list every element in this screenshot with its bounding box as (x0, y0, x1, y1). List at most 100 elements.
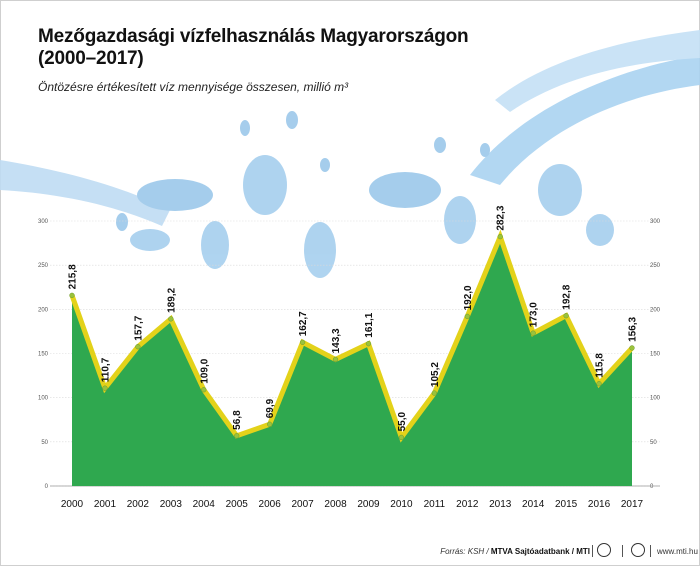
site-url: www.mti.hu (657, 547, 698, 556)
data-label: 189,2 (166, 287, 177, 312)
splash-drop (480, 143, 490, 157)
data-point (497, 233, 503, 240)
splash-blob (369, 172, 441, 208)
x-tick-label: 2001 (94, 499, 117, 510)
water-stream-right (470, 55, 700, 185)
divider (622, 545, 623, 557)
x-tick-label: 2003 (160, 499, 183, 510)
source-bold: MTVA Sajtóadatbank / MTI (490, 547, 590, 556)
splash-blob (137, 179, 213, 211)
y-tick-label-left: 0 (45, 484, 49, 490)
splash-blob (444, 196, 476, 244)
x-tick-label: 2016 (588, 499, 611, 510)
splash-blob (538, 164, 582, 216)
y-tick-label-right: 250 (650, 263, 661, 269)
data-label: 215,8 (68, 264, 79, 289)
y-tick-label-left: 250 (38, 263, 49, 269)
x-tick-label: 2010 (390, 499, 413, 510)
series-area (72, 236, 632, 486)
y-tick-label-left: 150 (38, 352, 49, 358)
marks (69, 233, 635, 441)
water-stream-top (495, 30, 700, 112)
divider (650, 545, 651, 557)
x-tick-label: 2005 (226, 499, 249, 510)
y-tick-label-right: 100 (650, 396, 661, 402)
y-tick-label-left: 50 (41, 440, 48, 446)
chart-subtitle: Öntözésre értékesített víz mennyisége ös… (38, 80, 349, 94)
x-tick-label: 2008 (324, 499, 347, 510)
data-label: 69,9 (265, 398, 276, 418)
x-tick-label: 2002 (127, 499, 150, 510)
x-tick-label: 2015 (555, 499, 578, 510)
splash-blob (304, 222, 336, 278)
data-label: 56,8 (232, 410, 243, 430)
y-tick-label-right: 50 (650, 440, 657, 446)
y-tick-label-right: 0 (650, 484, 654, 490)
splash-blob (243, 155, 287, 215)
splash-blob (586, 214, 614, 246)
data-point (234, 433, 240, 439)
data-point (629, 345, 635, 351)
source-text: Forrás: KSH / MTVA Sajtóadatbank / MTI (440, 547, 590, 556)
splash-drop (240, 120, 250, 136)
chart-title: Mezőgazdasági vízfelhasználás Magyarorsz… (38, 26, 469, 70)
data-label: 156,3 (628, 316, 639, 341)
data-point (530, 330, 536, 336)
source-prefix: Forrás: KSH / (440, 547, 491, 556)
water-splash-illustration (0, 30, 700, 278)
x-tick-label: 2011 (424, 499, 446, 510)
data-point (168, 316, 174, 322)
splash-drop (116, 213, 128, 231)
data-label: 192,0 (463, 285, 474, 310)
water-stream-left (0, 160, 170, 226)
data-label: 282,3 (496, 205, 507, 230)
splash-drop (286, 111, 298, 129)
x-tick-label: 2007 (291, 499, 314, 510)
chart-area: 0 0 50 50 100 100 150 150 200 200 250 250 300 300 200… (0, 30, 700, 510)
data-point (398, 434, 405, 441)
area-layer (69, 229, 634, 486)
data-label: 55,0 (397, 412, 408, 432)
mtva-logo-icon (597, 543, 611, 557)
y-tick-label-right: 200 (650, 307, 661, 313)
x-tick-label: 2012 (456, 499, 479, 510)
x-tick-label: 2006 (259, 499, 282, 510)
data-point (102, 385, 108, 391)
y-tick-label-left: 100 (38, 396, 49, 402)
data-label: 161,1 (364, 312, 375, 337)
labels: 2000 215,8 2001 110,7 2002 157,7 2003 189,2 2004… (61, 205, 644, 510)
y-tick-label-left: 300 (38, 219, 49, 225)
title-line-1: Mezőgazdasági vízfelhasználás Magyarorsz… (38, 26, 469, 47)
data-label: 192,8 (562, 284, 573, 309)
title-line-2: (2000–2017) (38, 48, 144, 69)
data-label: 110,7 (100, 357, 111, 382)
data-point (431, 390, 438, 396)
mti-logo-icon (631, 543, 645, 557)
data-label: 115,8 (595, 353, 606, 378)
y-tick-label-right: 150 (650, 352, 661, 358)
divider (592, 545, 593, 557)
splash-blob (130, 229, 170, 251)
data-point (135, 344, 141, 350)
data-point (464, 313, 470, 320)
footer: Forrás: KSH / MTVA Sajtóadatbank / MTI w… (0, 540, 700, 566)
x-tick-label: 2009 (357, 499, 380, 510)
splash-drop (434, 137, 446, 153)
x-tick-label: 2000 (61, 499, 84, 510)
splash-drop (320, 158, 330, 172)
x-tick-label: 2017 (621, 499, 644, 510)
data-point (365, 341, 372, 347)
data-label: 173,0 (529, 302, 540, 327)
data-point (69, 292, 75, 299)
y-tick-label-left: 200 (38, 307, 49, 313)
data-point (563, 313, 569, 319)
data-point (266, 421, 273, 427)
data-point (201, 387, 207, 393)
data-point (299, 339, 306, 345)
x-tick-label: 2014 (522, 499, 545, 510)
data-label: 157,7 (133, 315, 144, 340)
x-tick-label: 2004 (193, 499, 216, 510)
data-point (596, 381, 602, 387)
data-label: 143,3 (331, 328, 342, 353)
x-tick-label: 2013 (489, 499, 512, 510)
